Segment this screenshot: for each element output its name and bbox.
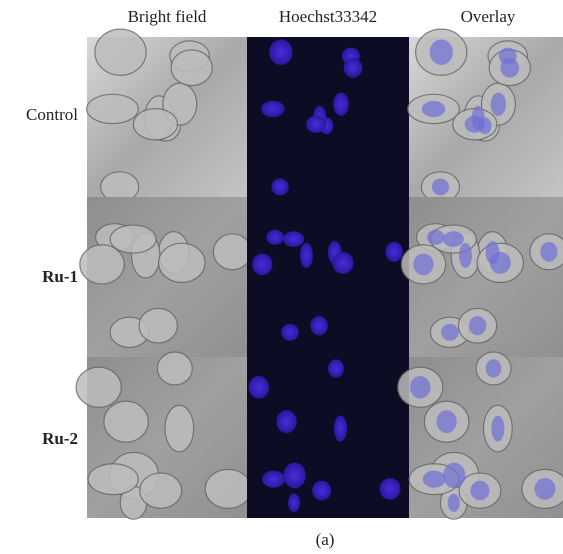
- column-header: Bright field: [128, 7, 207, 26]
- nucleus: [269, 39, 292, 65]
- nucleus: [540, 242, 557, 262]
- nucleus: [312, 481, 331, 501]
- cell: [139, 308, 177, 343]
- nucleus: [380, 478, 401, 500]
- nucleus: [252, 253, 272, 275]
- caption: (a): [316, 530, 335, 549]
- nucleus: [427, 230, 444, 245]
- nucleus: [437, 410, 457, 433]
- nucleus: [410, 376, 430, 398]
- cell: [80, 245, 124, 284]
- nucleus: [310, 316, 327, 335]
- column-header: Overlay: [461, 7, 516, 26]
- nucleus: [283, 463, 305, 489]
- row-label: Ru-2: [42, 429, 78, 448]
- nucleus: [333, 92, 348, 115]
- nucleus: [266, 230, 283, 245]
- nucleus: [422, 101, 445, 117]
- row-label: Control: [26, 105, 78, 124]
- nucleus: [430, 39, 453, 65]
- nucleus: [249, 376, 269, 398]
- nucleus: [332, 252, 353, 274]
- column-header: Hoechst33342: [279, 7, 377, 26]
- cell: [171, 50, 212, 86]
- nucleus: [423, 471, 446, 488]
- nucleus: [490, 252, 511, 274]
- nucleus: [413, 253, 433, 275]
- nucleus: [459, 243, 472, 268]
- cell: [88, 464, 138, 495]
- nucleus: [328, 359, 344, 377]
- nucleus: [300, 243, 313, 268]
- cell: [157, 352, 192, 385]
- nucleus: [432, 179, 449, 196]
- micrograph: [247, 197, 409, 357]
- nucleus: [288, 494, 300, 512]
- cell: [205, 469, 251, 508]
- nucleus: [443, 231, 464, 247]
- nucleus: [276, 410, 296, 433]
- nucleus: [491, 92, 506, 115]
- nucleus: [443, 463, 465, 489]
- image-grid: [76, 29, 563, 519]
- cell: [140, 473, 182, 508]
- cell: [95, 29, 146, 75]
- nucleus: [491, 416, 504, 442]
- nucleus: [470, 481, 489, 501]
- cell: [87, 94, 139, 123]
- cell: [110, 225, 156, 253]
- nucleus: [441, 324, 459, 341]
- cell: [213, 234, 251, 270]
- cell: [165, 405, 194, 452]
- cell: [133, 109, 177, 140]
- cell: [159, 243, 205, 282]
- cell: [104, 401, 149, 442]
- nucleus: [465, 116, 485, 133]
- nucleus: [334, 416, 347, 442]
- row-label: Ru-1: [42, 267, 78, 286]
- nucleus: [500, 58, 519, 78]
- nucleus: [261, 101, 284, 117]
- nucleus: [535, 478, 556, 500]
- nucleus: [386, 242, 403, 262]
- nucleus: [271, 179, 288, 196]
- nucleus: [469, 316, 486, 335]
- nucleus: [448, 494, 460, 512]
- cell: [76, 367, 121, 407]
- nucleus: [262, 471, 285, 488]
- nucleus: [486, 359, 502, 377]
- nucleus: [344, 58, 363, 78]
- nucleus: [306, 116, 326, 133]
- figure: Bright field Hoechst33342 Overlay Contro…: [0, 0, 563, 554]
- nucleus: [281, 324, 299, 341]
- nucleus: [283, 231, 304, 247]
